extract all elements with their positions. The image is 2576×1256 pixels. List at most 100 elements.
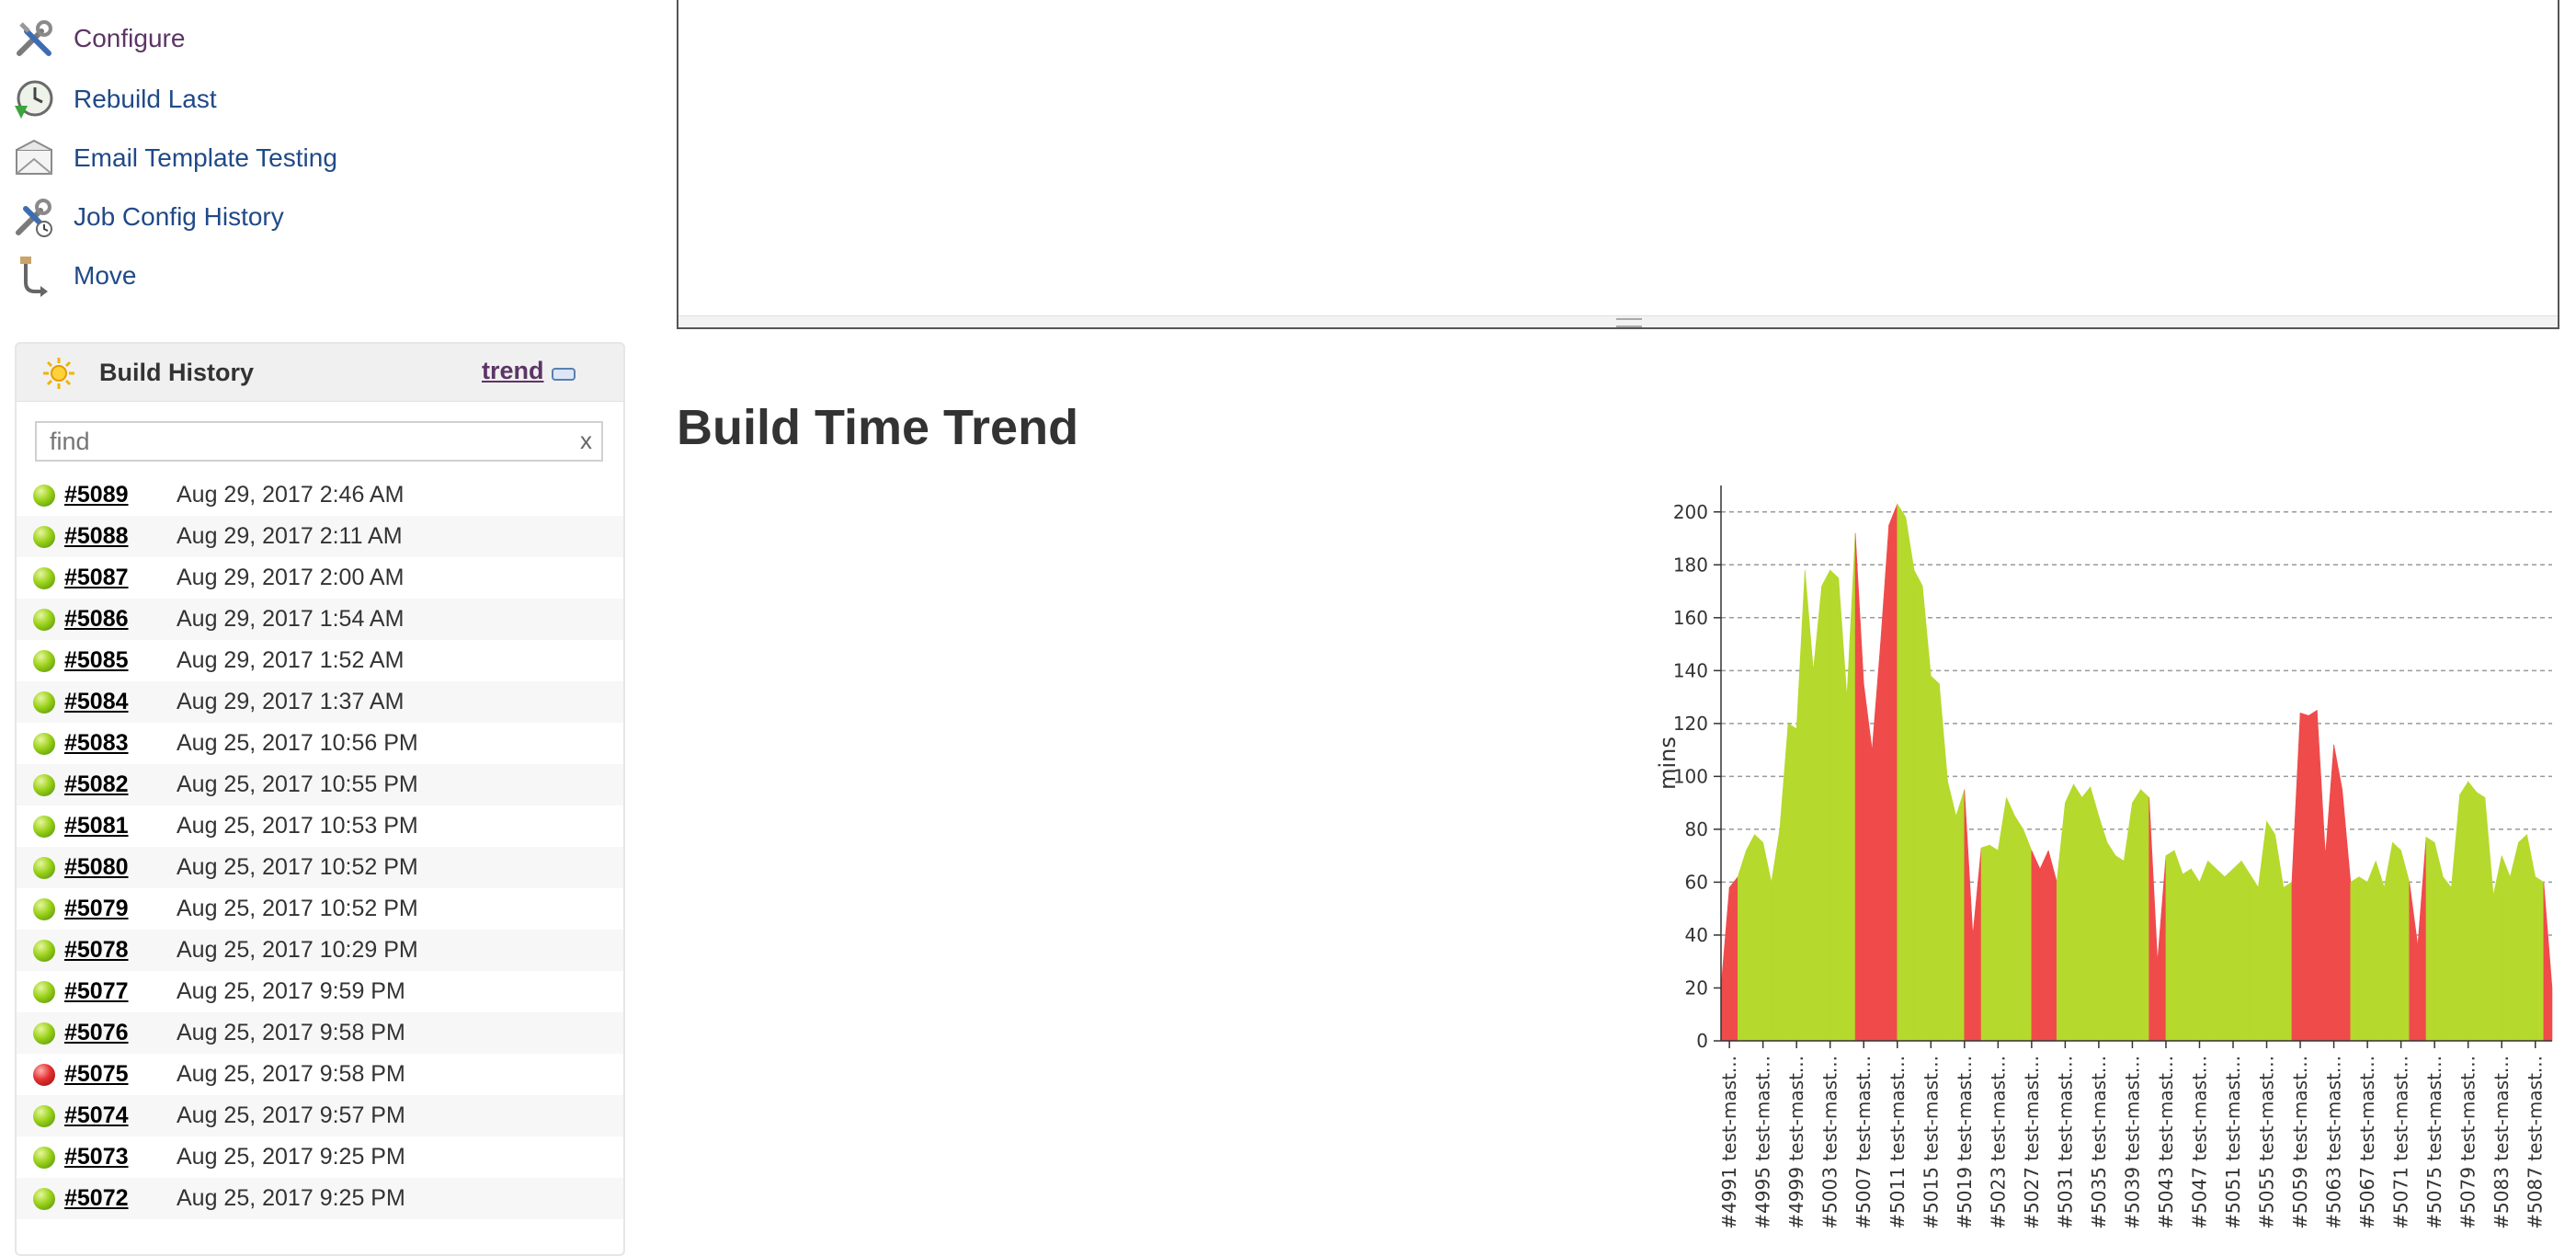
area-segment-5038[interactable] (2124, 803, 2133, 1042)
area-segment-5061[interactable] (2317, 710, 2326, 1042)
build-number-link[interactable]: #5074 (64, 1102, 129, 1128)
area-segment-5028[interactable] (2039, 850, 2049, 1042)
area-segment-5046[interactable] (2191, 868, 2200, 1042)
area-segment-5035[interactable] (2098, 816, 2108, 1042)
task-rebuild-last[interactable]: Rebuild Last (13, 74, 217, 125)
area-segment-5043[interactable] (2165, 850, 2175, 1042)
build-row[interactable]: #5080 Aug 25, 2017 10:52 PM (17, 847, 623, 888)
area-segment-4990[interactable] (1720, 887, 1730, 1042)
area-segment-5066[interactable] (2358, 876, 2368, 1042)
area-segment-5018[interactable] (1955, 789, 1966, 1042)
area-segment-5016[interactable] (1939, 683, 1948, 1042)
area-segment-5012[interactable] (1905, 517, 1915, 1042)
area-segment-5087[interactable] (2535, 876, 2545, 1042)
clear-search-button[interactable]: x (580, 427, 592, 454)
area-segment-5003[interactable] (1829, 569, 1840, 1042)
area-segment-4998[interactable] (1787, 723, 1797, 1042)
area-segment-5069[interactable] (2384, 842, 2393, 1042)
build-row[interactable]: #5076 Aug 25, 2017 9:58 PM (17, 1012, 623, 1054)
area-segment-5086[interactable] (2526, 834, 2536, 1042)
area-segment-5011[interactable] (1897, 503, 1907, 1042)
area-segment-5082[interactable] (2492, 855, 2502, 1042)
area-segment-4997[interactable] (1779, 723, 1789, 1042)
area-segment-5033[interactable] (2081, 786, 2092, 1042)
area-segment-5072[interactable] (2409, 882, 2419, 1042)
build-search-input[interactable] (37, 423, 564, 460)
area-segment-5031[interactable] (2065, 783, 2074, 1042)
build-number-link[interactable]: #5083 (64, 730, 129, 756)
build-number-link[interactable]: #5078 (64, 937, 129, 963)
area-segment-5026[interactable] (2023, 828, 2033, 1042)
collapse-icon[interactable] (552, 368, 576, 381)
area-segment-5052[interactable] (2240, 860, 2251, 1042)
area-segment-5045[interactable] (2182, 868, 2192, 1042)
task-email-template-testing[interactable]: Email Template Testing (13, 132, 337, 184)
build-number-link[interactable]: #5085 (64, 647, 129, 673)
area-segment-5063[interactable] (2333, 744, 2343, 1042)
build-row[interactable]: #5085 Aug 29, 2017 1:52 AM (17, 640, 623, 681)
area-segment-5041[interactable] (2149, 797, 2159, 1042)
area-segment-5068[interactable] (2375, 861, 2385, 1042)
area-segment-5044[interactable] (2173, 850, 2183, 1042)
area-segment-5021[interactable] (1980, 844, 1990, 1042)
area-segment-5079[interactable] (2468, 781, 2478, 1042)
build-time-trend-chart[interactable]: 0 20 40 60 80 100 120 140 160 180 200 mins #4991 tes… (1636, 478, 2556, 1228)
area-segment-5037[interactable] (2114, 855, 2125, 1042)
area-segment-5008[interactable] (1872, 644, 1881, 1042)
area-segment-5065[interactable] (2350, 876, 2360, 1042)
build-row[interactable]: #5089 Aug 29, 2017 2:46 AM (17, 474, 623, 516)
area-segment-5040[interactable] (2140, 789, 2149, 1042)
area-segment-5000[interactable] (1805, 570, 1814, 1042)
area-segment-5055[interactable] (2266, 820, 2275, 1042)
build-number-link[interactable]: #5075 (64, 1061, 129, 1087)
area-segment-5088[interactable] (2543, 882, 2553, 1042)
build-row[interactable]: #5072 Aug 25, 2017 9:25 PM (17, 1178, 623, 1219)
area-segment-4991[interactable] (1728, 875, 1738, 1042)
build-row[interactable]: #5075 Aug 25, 2017 9:58 PM (17, 1054, 623, 1095)
area-segment-5015[interactable] (1930, 675, 1940, 1042)
area-segment-5006[interactable] (1854, 532, 1864, 1042)
area-segment-4995[interactable] (1762, 842, 1772, 1042)
build-number-link[interactable]: #5087 (64, 565, 129, 590)
area-segment-5076[interactable] (2442, 875, 2452, 1042)
area-segment-5075[interactable] (2434, 842, 2444, 1042)
build-number-link[interactable]: #5076 (64, 1020, 129, 1045)
area-segment-5004[interactable] (1838, 577, 1848, 1042)
area-segment-5010[interactable] (1888, 504, 1898, 1042)
area-segment-4994[interactable] (1754, 833, 1763, 1042)
area-segment-5062[interactable] (2325, 744, 2334, 1042)
build-row[interactable]: #5083 Aug 25, 2017 10:56 PM (17, 723, 623, 764)
area-segment-5083[interactable] (2501, 855, 2511, 1042)
build-number-link[interactable]: #5073 (64, 1144, 129, 1170)
area-segment-5048[interactable] (2207, 860, 2217, 1042)
area-segment-5030[interactable] (2056, 803, 2066, 1042)
task-label[interactable]: Job Config History (74, 202, 284, 231)
build-row[interactable]: #5081 Aug 25, 2017 10:53 PM (17, 805, 623, 847)
task-label[interactable]: Configure (74, 24, 186, 52)
area-segment-5022[interactable] (1989, 844, 1999, 1042)
build-row[interactable]: #5088 Aug 29, 2017 2:11 AM (17, 516, 623, 557)
area-segment-5025[interactable] (2014, 815, 2024, 1042)
build-row[interactable]: #5073 Aug 25, 2017 9:25 PM (17, 1136, 623, 1178)
area-segment-5023[interactable] (1998, 797, 2007, 1042)
build-number-link[interactable]: #5088 (64, 523, 129, 549)
area-segment-5005[interactable] (1846, 532, 1856, 1042)
area-segment-5077[interactable] (2451, 794, 2460, 1042)
area-segment-5053[interactable] (2249, 873, 2259, 1042)
task-job-config-history[interactable]: Job Config History (13, 191, 284, 243)
build-row[interactable]: #5079 Aug 25, 2017 10:52 PM (17, 888, 623, 930)
build-row[interactable]: #5074 Aug 25, 2017 9:57 PM (17, 1095, 623, 1136)
area-segment-4996[interactable] (1771, 828, 1781, 1042)
area-segment-5019[interactable] (1964, 789, 1974, 1042)
task-label[interactable]: Rebuild Last (74, 85, 217, 113)
area-segment-5024[interactable] (2006, 797, 2015, 1042)
area-segment-5042[interactable] (2157, 855, 2167, 1042)
area-segment-5014[interactable] (1921, 586, 1932, 1042)
area-segment-5073[interactable] (2417, 837, 2427, 1042)
resize-handle[interactable] (678, 315, 2558, 327)
build-number-link[interactable]: #5082 (64, 771, 129, 797)
area-segment-5027[interactable] (2031, 850, 2041, 1042)
area-segment-5054[interactable] (2258, 821, 2267, 1042)
area-segment-4992[interactable] (1737, 850, 1747, 1042)
area-segment-5047[interactable] (2199, 861, 2208, 1042)
